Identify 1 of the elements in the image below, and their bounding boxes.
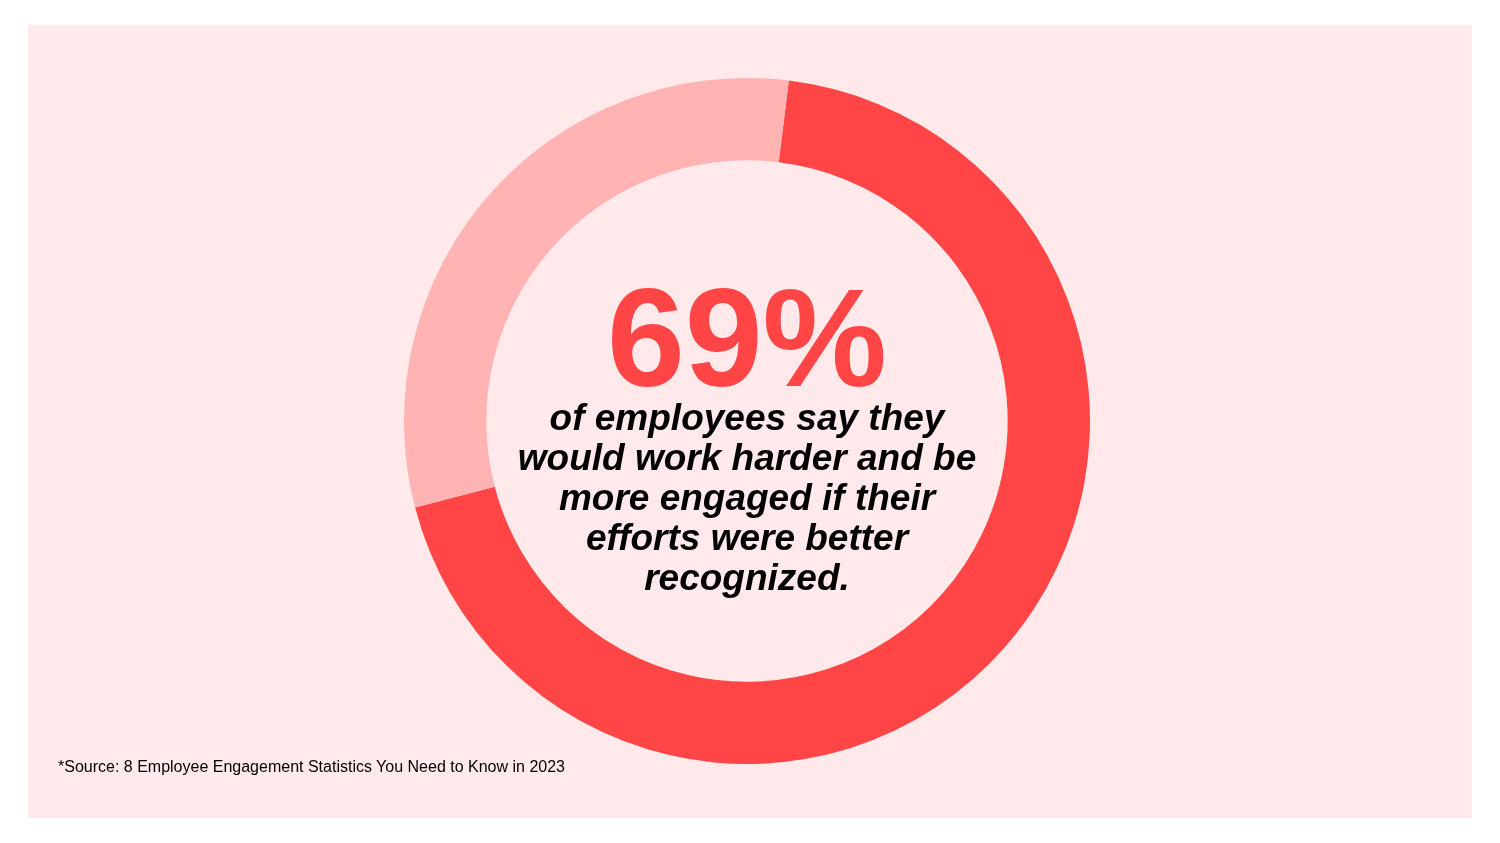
text: *Source: 8 Employee Engagement Statistics You Need to Know in 2023: [58, 758, 565, 776]
